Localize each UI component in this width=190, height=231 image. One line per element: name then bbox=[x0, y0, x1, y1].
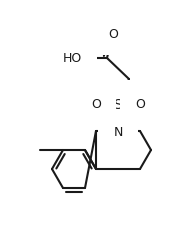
Text: HO: HO bbox=[62, 52, 82, 65]
Text: O: O bbox=[135, 98, 145, 111]
Text: O: O bbox=[108, 27, 118, 40]
Text: N: N bbox=[113, 125, 123, 138]
Text: O: O bbox=[91, 98, 101, 111]
Text: S: S bbox=[114, 97, 122, 112]
